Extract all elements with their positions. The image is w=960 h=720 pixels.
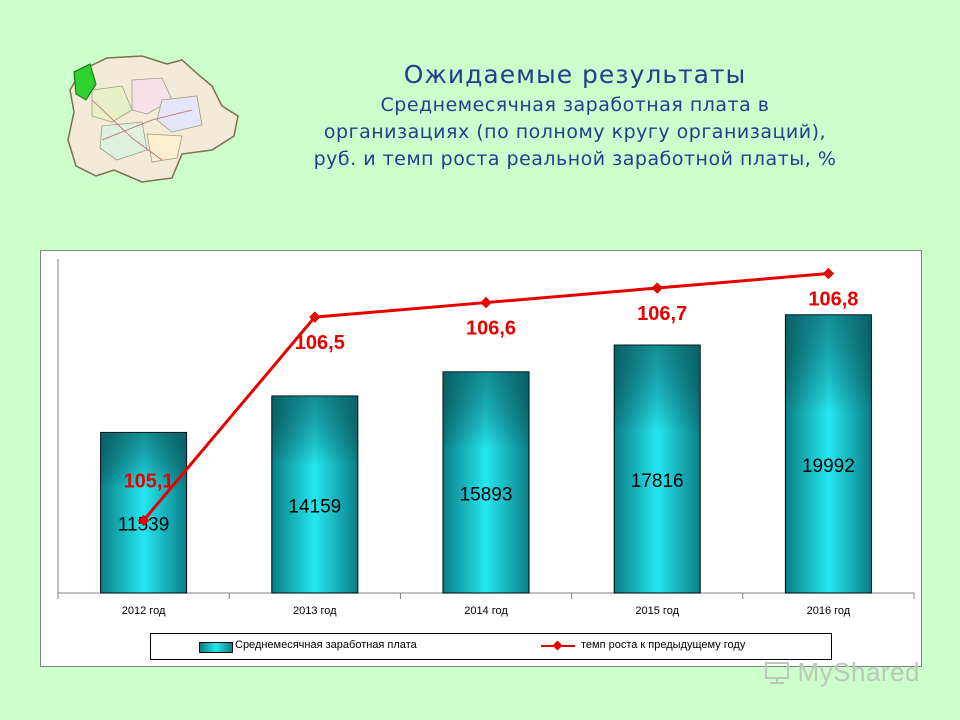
bar-value-label: 14159 bbox=[288, 496, 341, 517]
bar-shade bbox=[614, 345, 701, 593]
presentation-icon bbox=[764, 662, 789, 684]
chart-legend: Среднемесячная заработная плата темп рос… bbox=[150, 633, 832, 660]
growth-rate-marker bbox=[137, 514, 150, 527]
growth-rate-marker bbox=[480, 296, 492, 309]
subtitle-line-2: организациях (по полному кругу организац… bbox=[323, 121, 827, 143]
region-map-image bbox=[62, 50, 242, 190]
bar-shade bbox=[443, 371, 529, 593]
x-tick-label: 2014 год bbox=[464, 605, 508, 617]
subtitle-line-1: Среднемесячная заработная плата в bbox=[380, 94, 770, 116]
growth-rate-label: 105,1 bbox=[124, 470, 174, 492]
legend-line-swatch bbox=[541, 640, 575, 651]
growth-rate-label: 106,7 bbox=[637, 303, 687, 325]
bar-value-label: 17816 bbox=[631, 471, 684, 492]
bar-shade bbox=[271, 395, 358, 593]
x-tick-label: 2013 год bbox=[293, 605, 337, 617]
bar-value-label: 15893 bbox=[460, 484, 513, 505]
legend-bar-label: Среднемесячная заработная плата bbox=[235, 639, 417, 651]
bar-value-label: 19992 bbox=[802, 456, 855, 477]
x-tick-label: 2016 год bbox=[807, 605, 851, 617]
x-tick-label: 2015 год bbox=[635, 605, 679, 617]
subtitle-line-3: руб. и темп роста реальной заработной пл… bbox=[313, 148, 837, 170]
bar-shade bbox=[785, 314, 872, 593]
watermark: MyShared bbox=[764, 657, 921, 688]
legend-bar-swatch bbox=[199, 642, 233, 653]
growth-rate-label: 106,5 bbox=[295, 332, 345, 354]
growth-rate-label: 106,6 bbox=[466, 318, 516, 340]
growth-rate-marker bbox=[309, 311, 321, 323]
growth-rate-label: 106,8 bbox=[808, 289, 858, 311]
growth-rate-marker bbox=[651, 282, 663, 294]
page-title: Ожидаемые результаты bbox=[403, 60, 747, 89]
bar-shade bbox=[100, 432, 187, 593]
legend-line-label: темп роста к предыдущему году bbox=[581, 639, 746, 651]
title-block: Ожидаемые результаты Среднемесячная зара… bbox=[230, 58, 920, 173]
growth-rate-marker bbox=[822, 267, 835, 280]
x-tick-label: 2012 год bbox=[122, 605, 166, 617]
watermark-text: MyShared bbox=[797, 657, 920, 687]
